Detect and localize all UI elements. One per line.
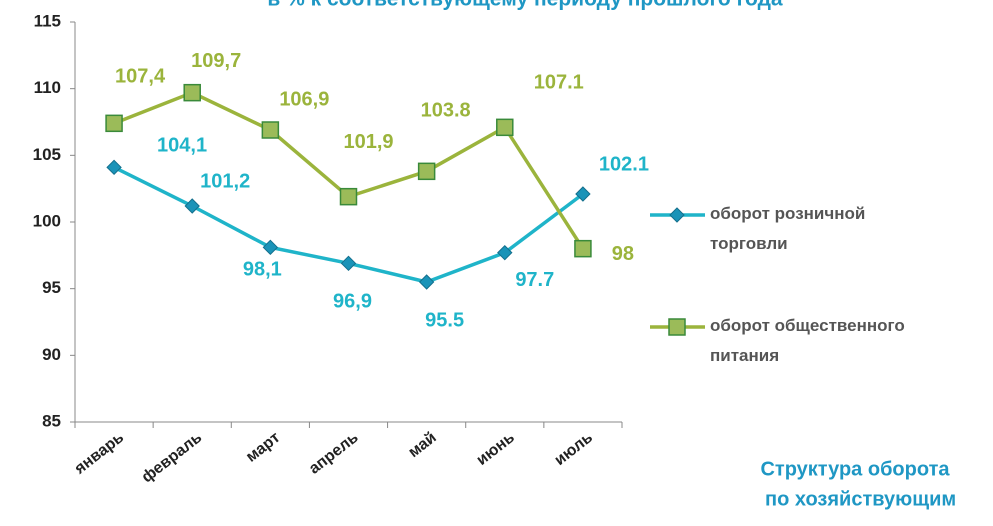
data-point <box>106 159 122 176</box>
data-point <box>183 83 201 102</box>
data-label: 96,9 <box>333 291 372 313</box>
y-tick-label: 90 <box>42 345 61 364</box>
x-tick-label: апрель <box>306 429 362 478</box>
x-tick-label: май <box>405 429 439 461</box>
data-point <box>261 121 280 139</box>
y-tick-label: 95 <box>42 278 61 297</box>
legend-label: оборот общественного питания <box>710 316 905 365</box>
data-label: 103.8 <box>421 100 471 122</box>
x-tick-label: январь <box>71 429 127 478</box>
x-tick-label: июль <box>552 429 597 469</box>
data-label: 106,9 <box>279 88 329 110</box>
annotation: по хозяйствующим <box>765 488 956 510</box>
data-point <box>184 198 200 214</box>
y-tick-label: 100 <box>33 211 61 230</box>
legend-marker <box>668 318 686 336</box>
y-tick-label: 110 <box>34 78 61 97</box>
data-label: 109,7 <box>191 50 241 72</box>
legend-label: оборот розничной торговли <box>710 204 865 253</box>
y-tick-label: 105 <box>33 145 61 164</box>
series-line <box>113 90 585 250</box>
legend-marker <box>669 207 685 223</box>
data-label: 95.5 <box>425 309 464 331</box>
data-point <box>497 244 513 261</box>
data-label: 98 <box>612 243 634 265</box>
x-tick-label: июнь <box>473 429 517 469</box>
chart-title: в % к соответствующему периоду прошлого … <box>267 0 783 11</box>
data-point <box>339 187 358 206</box>
data-label: 107,4 <box>115 66 166 88</box>
y-tick-label: 85 <box>42 411 61 430</box>
x-tick-label: март <box>243 429 283 466</box>
data-point <box>496 118 514 137</box>
data-point <box>418 274 435 290</box>
data-label: 97.7 <box>515 269 554 291</box>
data-label: 98,1 <box>243 259 282 281</box>
data-point <box>340 255 357 272</box>
y-tick-label: 115 <box>34 11 61 30</box>
x-tick-label: февраль <box>139 429 206 486</box>
data-label: 101,2 <box>200 170 250 192</box>
data-point <box>574 239 592 258</box>
data-label: 104,1 <box>157 135 207 157</box>
data-label: 102.1 <box>599 153 649 175</box>
annotation: Структура оборота <box>760 458 950 480</box>
data-point <box>417 162 436 181</box>
data-point <box>105 114 123 133</box>
data-point <box>262 239 279 256</box>
data-label: 107.1 <box>534 72 584 94</box>
data-label: 101,9 <box>343 131 393 153</box>
data-point <box>575 186 591 202</box>
